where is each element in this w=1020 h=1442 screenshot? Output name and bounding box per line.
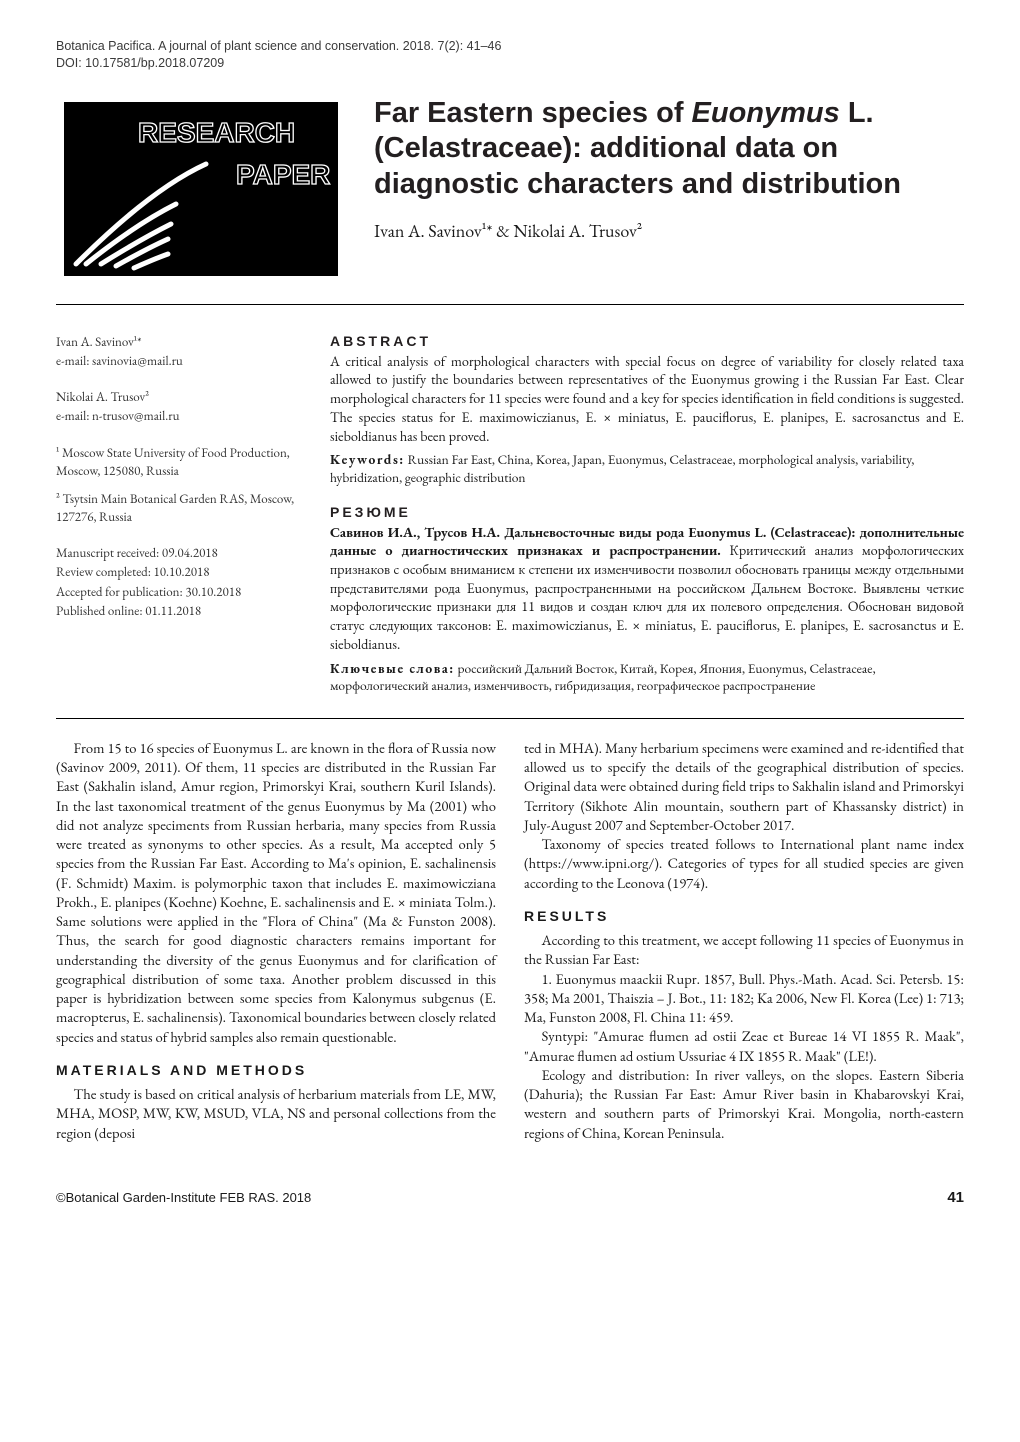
manuscript-dates: Manuscript received: 09.04.2018 Review c…: [56, 544, 304, 620]
header-block: RESEARCH PAPER Far Eastern species of Eu…: [56, 94, 964, 284]
authors-line: Ivan A. Savinov¹* & Nikolai A. Trusov²: [374, 220, 964, 243]
species-entry-1-syntypi: Syntypi: "Amurae flumen ad ostii Zeae et…: [524, 1027, 964, 1066]
affil-2: ² Tsytsin Main Botanical Garden RAS, Mos…: [56, 490, 304, 526]
page-number: 41: [947, 1189, 964, 1206]
affiliations: ¹ Moscow State University of Food Produc…: [56, 444, 304, 527]
publication-info: Botanica Pacifica. A journal of plant sc…: [56, 38, 964, 72]
mm-p1-cont: ted in MHA). Many herbarium specimens we…: [524, 739, 964, 835]
journal-line: Botanica Pacifica. A journal of plant sc…: [56, 38, 964, 55]
abstract-text: A critical analysis of morphological cha…: [330, 353, 964, 447]
keywords-ru-label: Ключевые слова:: [330, 660, 455, 678]
ms-accepted: Accepted for publication: 30.10.2018: [56, 583, 304, 601]
resume-text: Савинов И.А., Трусов Н.А. Дальневосточны…: [330, 524, 964, 655]
ms-published: Published online: 01.11.2018: [56, 602, 304, 620]
research-paper-logo-svg: RESEARCH PAPER: [56, 94, 346, 284]
results-intro: According to this treatment, we accept f…: [524, 931, 964, 970]
species-entry-1-ecology: Ecology and distribution: In river valle…: [524, 1066, 964, 1143]
title-block: Far Eastern species of Euonymus L. (Cela…: [374, 94, 964, 249]
author-1-name: Ivan A. Savinov¹*: [56, 333, 304, 351]
author-2-name: Nikolai A. Trusov²: [56, 388, 304, 406]
mm-p2: Taxonomy of species treated follows to I…: [524, 835, 964, 893]
intro-p1: From 15 to 16 species of Euonymus L. are…: [56, 739, 496, 1047]
logo-word-paper: PAPER: [236, 159, 330, 190]
sidebar: Ivan A. Savinov¹* e-mail: savinovia@mail…: [56, 333, 304, 638]
mm-p1: The study is based on critical analysis …: [56, 1085, 496, 1143]
meta-row: Ivan A. Savinov¹* e-mail: savinovia@mail…: [56, 333, 964, 696]
copyright: ©Botanical Garden-Institute FEB RAS. 201…: [56, 1190, 311, 1205]
author-contact-2: Nikolai A. Trusov² e-mail: n-trusov@mail…: [56, 388, 304, 425]
materials-methods-heading: MATERIALS AND METHODS: [56, 1061, 496, 1079]
rule-after-abstract: [56, 718, 964, 719]
affil-1: ¹ Moscow State University of Food Produc…: [56, 444, 304, 480]
keywords-ru: Ключевые слова: российский Дальний Восто…: [330, 661, 964, 696]
logo-word-research: RESEARCH: [138, 117, 295, 148]
page-footer: ©Botanical Garden-Institute FEB RAS. 201…: [56, 1189, 964, 1206]
results-heading: RESULTS: [524, 907, 964, 925]
title-genus-italic: Euonymus: [692, 97, 840, 129]
body-columns: From 15 to 16 species of Euonymus L. are…: [56, 739, 964, 1143]
author-1-email: e-mail: savinovia@mail.ru: [56, 352, 304, 370]
author-contact-1: Ivan A. Savinov¹* e-mail: savinovia@mail…: [56, 333, 304, 370]
page-root: Botanica Pacifica. A journal of plant sc…: [0, 0, 1020, 1236]
resume-block: РЕЗЮМЕ Савинов И.А., Трусов Н.А. Дальнев…: [330, 504, 964, 696]
ms-review: Review completed: 10.10.2018: [56, 563, 304, 581]
abstract-heading: ABSTRACT: [330, 333, 964, 349]
abstract-column: ABSTRACT A critical analysis of morpholo…: [330, 333, 964, 696]
rule-top: [56, 304, 964, 305]
keywords-label: Keywords:: [330, 451, 405, 469]
section-logo: RESEARCH PAPER: [56, 94, 346, 284]
keywords-value: Russian Far East, China, Korea, Japan, E…: [330, 451, 914, 487]
resume-heading: РЕЗЮМЕ: [330, 504, 964, 520]
keywords-en: Keywords: Russian Far East, China, Korea…: [330, 452, 964, 487]
ms-received: Manuscript received: 09.04.2018: [56, 544, 304, 562]
doi-line: DOI: 10.17581/bp.2018.07209: [56, 55, 964, 72]
species-entry-1-head: 1. Euonymus maackii Rupr. 1857, Bull. Ph…: [524, 970, 964, 1028]
author-2-email: e-mail: n-trusov@mail.ru: [56, 407, 304, 425]
article-title: Far Eastern species of Euonymus L. (Cela…: [374, 96, 964, 202]
